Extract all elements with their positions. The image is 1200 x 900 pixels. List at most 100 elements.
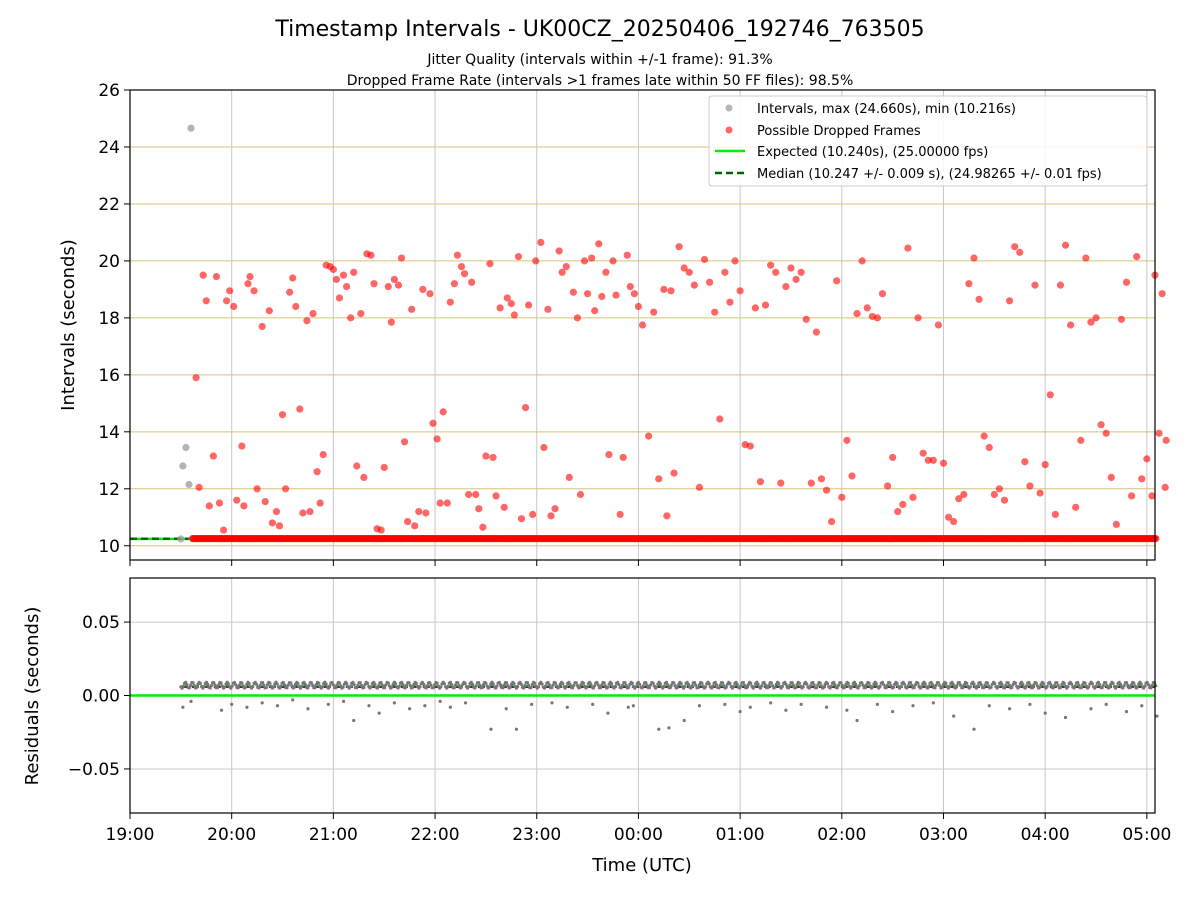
residual-point xyxy=(219,708,224,712)
residual-band-point xyxy=(352,682,356,687)
residual-point xyxy=(748,705,752,709)
residual-band-point xyxy=(268,681,272,685)
dropped-frame-point xyxy=(1061,241,1070,249)
residual-band-point xyxy=(958,683,963,687)
residual-band-point xyxy=(407,681,411,685)
dropped-frame-point xyxy=(1077,436,1085,444)
residual-band-point xyxy=(780,684,785,689)
bottom-y-tick-label: 0.05 xyxy=(82,613,120,633)
residual-band-point xyxy=(328,684,332,688)
residual-point xyxy=(565,705,569,709)
residual-band-point xyxy=(550,686,554,690)
residual-band-point xyxy=(741,681,745,685)
residual-band-point xyxy=(762,680,766,685)
x-tick-label: 01:00 xyxy=(716,825,765,845)
residual-band-point xyxy=(874,682,878,686)
residual-band-point xyxy=(623,681,627,685)
residual-band-point xyxy=(237,683,242,687)
residual-band-point xyxy=(888,681,892,685)
dropped-frame-point xyxy=(492,492,500,500)
dropped-frame-point xyxy=(192,374,200,382)
dropped-frame-point xyxy=(822,486,831,494)
residual-band-point xyxy=(769,681,774,685)
residual-band-point xyxy=(940,685,944,689)
residual-band-point xyxy=(230,684,234,688)
residual-band-point xyxy=(394,682,398,686)
dropped-frame-point xyxy=(746,442,754,450)
dropped-frame-point xyxy=(580,257,589,265)
residual-band-point xyxy=(619,686,623,690)
dropped-frame-point xyxy=(486,260,494,268)
residual-point xyxy=(423,704,427,708)
residual-band-point xyxy=(766,686,770,690)
residual-band-point xyxy=(512,681,516,686)
dropped-frame-point xyxy=(802,315,810,323)
residual-band-point xyxy=(192,683,196,688)
residual-band-point xyxy=(655,685,659,689)
residual-band-point xyxy=(933,686,937,690)
residual-point xyxy=(504,707,508,711)
dropped-frame-point xyxy=(711,308,719,316)
dropped-frame-point xyxy=(350,268,358,276)
residual-band-point xyxy=(724,685,728,689)
residual-band-point xyxy=(822,685,826,689)
residual-point xyxy=(987,704,991,708)
residual-point xyxy=(230,702,234,706)
residual-point xyxy=(824,705,829,709)
residual-band-point xyxy=(1007,683,1011,687)
residual-band-point xyxy=(860,680,864,685)
dropped-frame-point xyxy=(970,254,978,262)
residual-band-point xyxy=(1052,683,1057,688)
residual-band-point xyxy=(307,683,311,688)
residual-point xyxy=(408,707,412,711)
residual-band-point xyxy=(234,683,238,687)
residual-band-point xyxy=(649,683,653,687)
residual-band-point xyxy=(313,685,317,690)
dropped-frame-point xyxy=(565,473,573,481)
residual-band-point xyxy=(523,683,527,688)
residual-band-point xyxy=(613,684,617,688)
legend-dropped-marker xyxy=(725,126,733,134)
dropped-frame-point xyxy=(1097,421,1105,429)
legend-box xyxy=(708,95,1148,187)
residual-band-point xyxy=(527,683,531,687)
dropped-frame-point xyxy=(540,443,548,452)
residual-band-point xyxy=(540,682,544,686)
residual-band-point xyxy=(254,682,259,686)
interval-point xyxy=(177,535,185,543)
residual-band-point xyxy=(359,683,364,688)
residual-band-point xyxy=(644,680,648,685)
residual-band-point xyxy=(282,683,287,687)
residual-band-point xyxy=(902,682,907,686)
dropped-frame-point xyxy=(306,507,314,516)
residual-band-point xyxy=(1013,681,1018,685)
residual-band-point xyxy=(285,686,289,690)
residual-band-point xyxy=(1143,684,1147,688)
dropped-frame-point xyxy=(223,297,231,305)
residual-band-point xyxy=(1051,686,1055,690)
residual-band-point xyxy=(536,685,540,689)
residual-band-point xyxy=(428,680,432,685)
dropped-frame-point xyxy=(634,302,643,311)
residual-band-point xyxy=(692,680,697,685)
residual-band-point xyxy=(790,681,794,685)
residual-band-point xyxy=(1101,683,1105,687)
residual-band-point xyxy=(666,683,670,687)
residual-band-point xyxy=(1017,685,1021,689)
dropped-frame-point xyxy=(602,268,610,276)
dropped-frame-point xyxy=(1128,492,1136,500)
residual-band-point xyxy=(1111,681,1115,686)
dropped-frame-point xyxy=(357,310,365,318)
residual-band-point xyxy=(1080,683,1085,687)
dropped-frame-point xyxy=(394,281,403,289)
dropped-frame-point xyxy=(595,240,603,248)
residual-band-point xyxy=(756,682,760,686)
dropped-frame-point xyxy=(630,290,638,298)
residual-band-point xyxy=(561,682,565,686)
residual-band-point xyxy=(690,684,694,688)
residual-band-point xyxy=(937,681,941,685)
dropped-frame-point xyxy=(482,452,490,460)
dropped-frame-point xyxy=(858,257,866,265)
x-tick-label: 03:00 xyxy=(919,825,968,845)
residual-band-point xyxy=(264,685,268,690)
